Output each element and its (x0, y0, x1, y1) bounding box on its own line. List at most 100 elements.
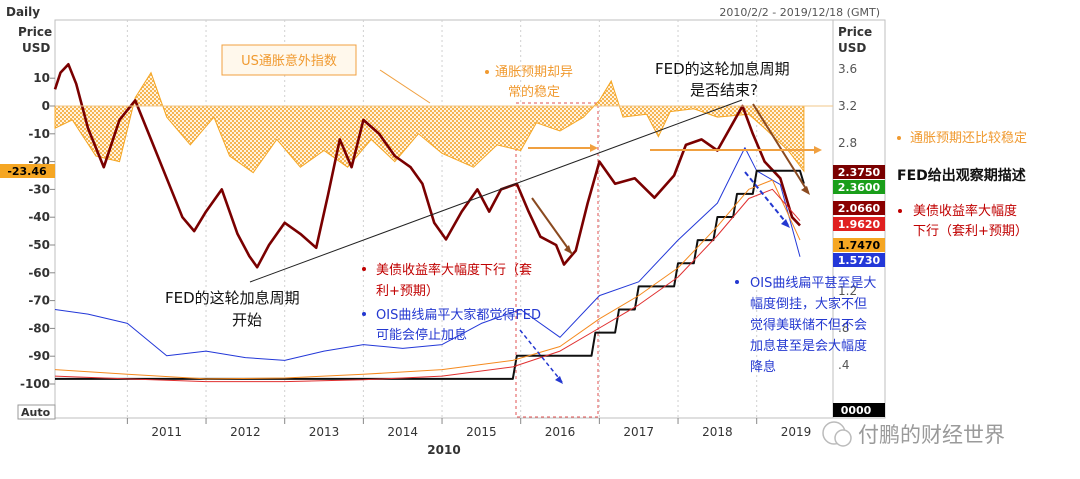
fed-start-text-1: FED的这轮加息周期 (165, 289, 300, 307)
infl-still-stable-text: 通胀预期还比较稳定 (910, 130, 1027, 146)
arrow-ois-right (744, 171, 789, 226)
tag-orange: 1.7470 (833, 238, 885, 252)
grid-lines (126, 20, 758, 418)
infl-still-stable-bullet (897, 136, 901, 140)
left-tick-label: -90 (28, 349, 50, 363)
x-tick-label: 2012 (230, 425, 261, 439)
svg-text:1.5730: 1.5730 (838, 254, 881, 267)
orange-dotted-anchor (379, 69, 431, 104)
right-tick-label: 1.2 (838, 284, 857, 298)
left-tick-label: -10 (28, 127, 50, 141)
infl-stable-text-1: 通胀预期却异 (495, 65, 573, 80)
infl-stable-bullet (485, 70, 489, 74)
svg-text:2.3600: 2.3600 (838, 181, 881, 194)
series-ois-line (54, 147, 801, 361)
series-layer (53, 63, 805, 383)
series-red-line (54, 188, 801, 383)
arrow-yield-right-head (801, 186, 810, 195)
period-label: Daily (6, 5, 40, 19)
tag-yield: 2.3750 (833, 165, 885, 179)
left-tick-label: -30 (28, 182, 50, 196)
ticks-layer: 100-10-20-30-40-50-60-70-80-90-1003.63.2… (20, 62, 857, 439)
us-surprise-box-text: US通胀意外指数 (241, 53, 337, 69)
x-tick-label: 2011 (151, 425, 182, 439)
right-tick-label: .4 (838, 358, 849, 372)
svg-text:1.9620: 1.9620 (838, 218, 881, 231)
left-tick-label: -50 (28, 238, 50, 252)
ois-mid-bullet (362, 312, 366, 316)
ois-right-text-2: 幅度倒挂，大家不但 (750, 296, 867, 312)
ois-right-text-5: 降息 (750, 359, 776, 375)
right-axis-title-2: USD (838, 41, 866, 55)
fed-end-text-1: FED的这轮加息周期 (655, 60, 790, 78)
series-yield-line (53, 63, 801, 269)
watermark-text: 付鹏的财经世界 (858, 423, 1005, 447)
ois-mid-text-1: OIS曲线扁平大家都觉得FED (376, 307, 541, 323)
x-year-label: 2010 (427, 443, 460, 457)
svg-text:2.0660: 2.0660 (838, 202, 881, 215)
ois-right-text-3: 觉得美联储不但不会 (750, 317, 867, 333)
right-tick-label: 2.8 (838, 136, 857, 150)
wechat-icon-inner (834, 429, 852, 447)
fed-end-text-2: 是否结束? (690, 81, 758, 99)
yield-drop-mid-bullet (362, 267, 366, 271)
infl-stable-text-2: 常的稳定 (508, 84, 560, 100)
us-surprise-box (221, 44, 357, 76)
trend-line-2012-2018 (249, 99, 743, 283)
yield-drop-right-text-2: 下行（套利+预期） (913, 223, 1028, 239)
tag-red: 1.9620 (833, 217, 885, 231)
x-tick-label: 2014 (387, 425, 418, 439)
x-tick-label: 2017 (623, 425, 654, 439)
tag-dark-red: 2.0660 (833, 201, 885, 215)
yield-drop-right-bullet (898, 209, 902, 213)
tag-ois: 1.5730 (833, 253, 885, 267)
fed-observe-text: FED给出观察期描述 (897, 167, 1026, 184)
right-tick-label: .8 (838, 321, 849, 335)
left-tick-label: 0 (42, 99, 50, 113)
ois-mid-text-2: 可能会停止加息 (376, 327, 467, 343)
arrow-yield-right (752, 103, 809, 193)
left-tick-label: -60 (28, 266, 50, 280)
ois-right-bullet (735, 280, 739, 284)
right-axis-title-1: Price (838, 25, 872, 39)
right-tick-label: 3.6 (838, 62, 857, 76)
left-axis-title-2: USD (22, 41, 50, 55)
ois-right-text-4: 加息甚至是会大幅度 (750, 338, 867, 354)
x-tick-label: 2013 (309, 425, 340, 439)
series-surprise-area (54, 71, 805, 174)
x-tick-label: 2015 (466, 425, 497, 439)
svg-text:-23.46: -23.46 (7, 165, 47, 178)
infl-stable-bar-right-head (814, 146, 822, 154)
ois-right-text-1: OIS曲线扁平甚至是大 (750, 276, 876, 291)
auto-button-label: Auto (21, 406, 51, 419)
left-tick-label: -80 (28, 321, 50, 335)
auto-button[interactable] (17, 404, 56, 420)
yield-drop-mid-text-1: 美债收益率大幅度下行（套 (376, 262, 532, 278)
date-range-label: 2010/2/2 - 2019/12/18 (GMT) (719, 6, 880, 19)
right-tick-label: 3.2 (838, 99, 857, 113)
left-axis-title-1: Price (18, 25, 52, 39)
arrow-yield-mid-head (564, 245, 572, 254)
yield-drop-mid-text-2: 利+预期） (376, 284, 439, 299)
tag-zero: 0000 (833, 403, 885, 417)
yield-drop-right-text-1: 美债收益率大幅度 (913, 203, 1017, 219)
arrow-yield-mid (531, 197, 573, 255)
series-orange-line (54, 179, 801, 380)
x-tick-label: 2018 (702, 425, 733, 439)
infl-stable-bar-mid-head (590, 144, 598, 152)
tag-surprise: -23.46 (0, 164, 55, 178)
x-tick-label: 2019 (781, 425, 812, 439)
svg-text:0000: 0000 (841, 404, 872, 417)
left-tick-label: 10 (33, 71, 50, 85)
fed-start-text-2: 开始 (232, 311, 262, 329)
watermark: 付鹏的财经世界 (822, 421, 1005, 447)
left-tick-label: -70 (28, 294, 50, 308)
left-tick-label: -40 (28, 210, 50, 224)
svg-text:2.3750: 2.3750 (838, 166, 881, 179)
arrow-ois-mid-head (555, 376, 563, 384)
series-fed-rate-line (55, 169, 805, 380)
x-tick-label: 2016 (545, 425, 576, 439)
left-tick-label: -100 (20, 377, 50, 391)
arrow-ois-right-head (781, 219, 790, 228)
